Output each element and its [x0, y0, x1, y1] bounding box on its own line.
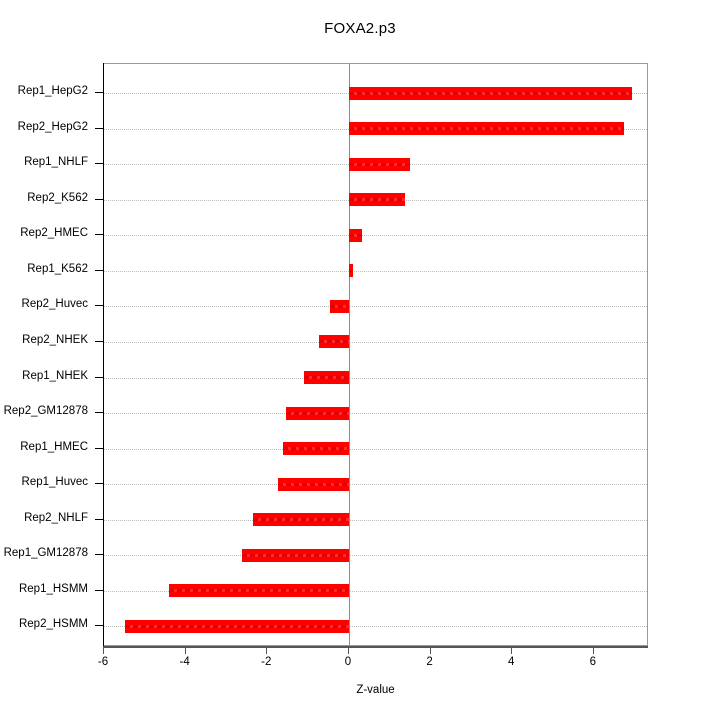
- bar: [329, 299, 350, 313]
- x-axis-tick-label: 6: [589, 656, 597, 668]
- bar: [319, 335, 349, 349]
- x-axis-tick-label: 0: [344, 656, 352, 668]
- bar: [348, 193, 405, 207]
- x-axis-tick-label: 2: [426, 656, 433, 668]
- gridline: [104, 626, 647, 628]
- y-axis-tick: [95, 376, 103, 378]
- y-axis-tick: [95, 412, 103, 414]
- bar: [348, 228, 363, 242]
- y-axis-tick-label: Rep1_GM12878: [3, 547, 88, 560]
- y-axis-tick: [95, 127, 103, 129]
- y-axis-tick: [95, 625, 103, 627]
- bar: [286, 406, 349, 420]
- y-axis-tick-label: Rep2_NHEK: [22, 333, 88, 346]
- x-axis-tick: [347, 646, 349, 654]
- y-axis-tick-label: Rep2_HepG2: [17, 120, 88, 133]
- zero-reference-line: [348, 64, 350, 645]
- x-axis-tick-label: -2: [261, 656, 272, 668]
- x-axis-line: [103, 646, 648, 648]
- y-axis-tick: [95, 92, 103, 94]
- gridline: [104, 377, 647, 379]
- x-axis-title: Z-value: [356, 684, 395, 696]
- plot-area: [103, 63, 648, 646]
- y-axis-tick-label: Rep1_K562: [27, 262, 88, 275]
- bar: [304, 371, 349, 385]
- gridline: [104, 341, 647, 343]
- y-axis-tick: [95, 305, 103, 307]
- x-axis-tick: [266, 646, 268, 654]
- y-axis-tick: [95, 198, 103, 200]
- bar: [348, 157, 410, 171]
- y-axis-tick-label: Rep2_HSMM: [18, 618, 88, 631]
- gridline: [104, 413, 647, 415]
- x-axis-tick: [103, 646, 104, 654]
- x-axis-tick: [429, 646, 431, 654]
- y-axis-line: [103, 63, 104, 646]
- x-axis-tick-label: -6: [97, 656, 109, 668]
- y-axis-tick-label: Rep2_GM12878: [3, 405, 88, 418]
- y-axis-tick: [95, 340, 103, 342]
- gridline: [104, 484, 647, 486]
- y-axis-tick: [95, 234, 103, 236]
- y-axis-tick: [95, 447, 103, 449]
- gridline: [104, 235, 647, 237]
- y-axis-tick-label: Rep1_HSMM: [18, 582, 88, 595]
- x-axis-tick: [592, 646, 594, 654]
- page-title: FOXA2.p3: [324, 20, 396, 37]
- y-axis-tick-label: Rep2_K562: [27, 191, 88, 204]
- y-axis-tick-label: Rep2_Huvec: [21, 298, 88, 311]
- gridline: [104, 590, 647, 592]
- bar: [348, 122, 625, 136]
- y-axis-tick: [95, 483, 103, 485]
- bar: [241, 548, 349, 562]
- bar: [282, 442, 350, 456]
- bar: [348, 86, 632, 100]
- gridline: [104, 555, 647, 557]
- y-axis-tick-label: Rep2_HMEC: [20, 227, 88, 240]
- x-axis-tick-label: -4: [179, 656, 190, 668]
- gridline: [104, 519, 647, 521]
- bar: [253, 513, 349, 527]
- bar: [168, 584, 349, 598]
- bar: [348, 264, 354, 278]
- y-axis-tick: [95, 163, 103, 165]
- y-axis-tick-label: Rep1_NHLF: [24, 156, 88, 169]
- y-axis-tick: [95, 589, 103, 591]
- gridline: [104, 270, 647, 272]
- plot-inner: [104, 64, 647, 645]
- gridline: [104, 306, 647, 308]
- gridline: [104, 448, 647, 450]
- y-axis-tick-label: Rep1_NHEK: [22, 369, 88, 382]
- y-axis-tick: [95, 518, 103, 520]
- y-axis-tick-label: Rep1_HepG2: [17, 85, 88, 98]
- y-axis-tick: [95, 269, 103, 271]
- y-axis-tick-label: Rep2_NHLF: [24, 511, 88, 524]
- x-axis-tick: [184, 646, 186, 654]
- bar: [124, 619, 350, 633]
- bar: [277, 477, 349, 491]
- y-axis-tick-label: Rep1_HMEC: [20, 440, 88, 453]
- x-axis-tick-label: 4: [508, 656, 515, 668]
- y-axis-tick: [95, 554, 103, 556]
- y-axis-tick-label: Rep1_Huvec: [21, 476, 88, 489]
- x-axis-tick: [511, 646, 513, 654]
